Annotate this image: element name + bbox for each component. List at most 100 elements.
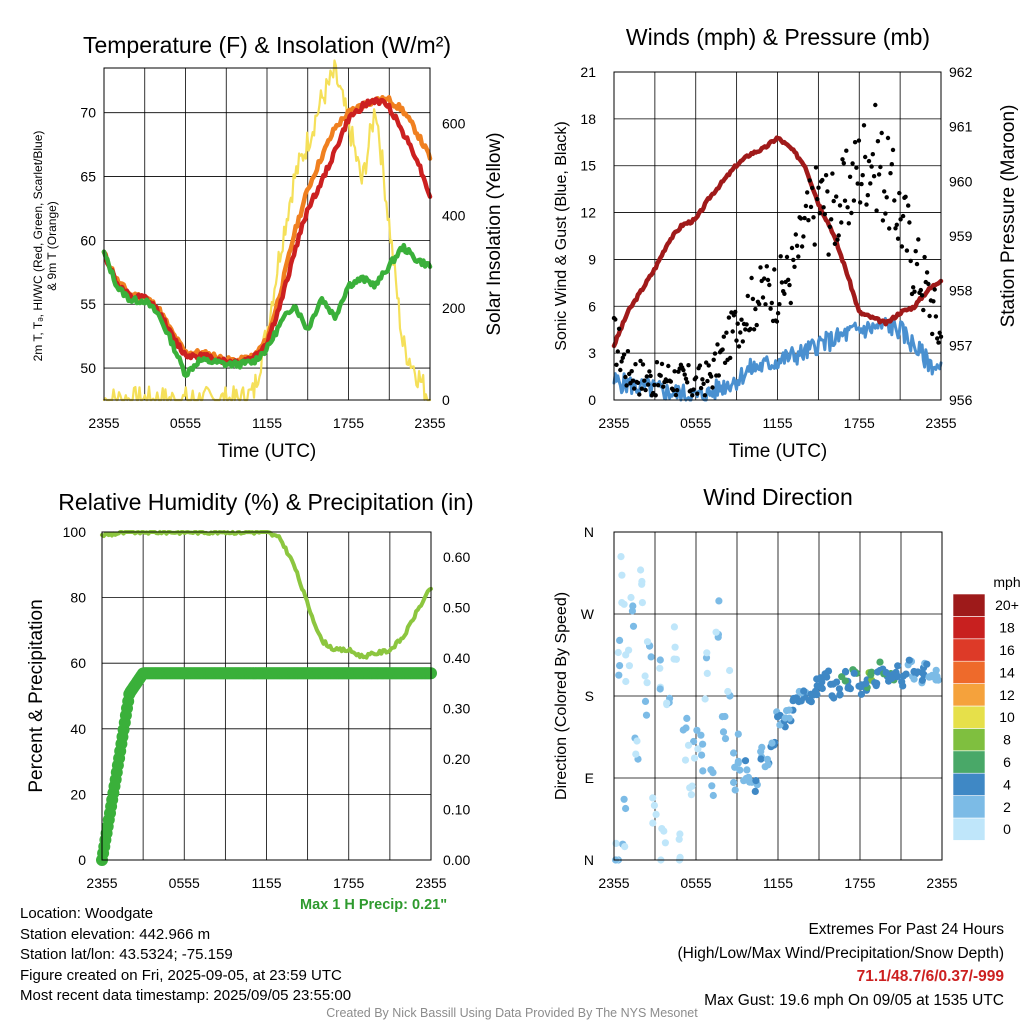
x-tick-label: 0555 bbox=[680, 415, 711, 431]
gust-point bbox=[764, 264, 769, 269]
y-tick-label: E bbox=[585, 770, 594, 786]
gust-point bbox=[812, 242, 817, 247]
station-location: Location: Woodgate bbox=[20, 905, 154, 922]
extremes-info: Extremes For Past 24 Hours (High/Low/Max… bbox=[678, 918, 1005, 1012]
direction-point bbox=[905, 656, 913, 664]
gust-point bbox=[704, 360, 709, 365]
gust-point bbox=[907, 220, 912, 225]
gust-point bbox=[724, 330, 729, 335]
gust-point bbox=[658, 373, 663, 378]
direction-point bbox=[690, 737, 698, 746]
gust-point bbox=[779, 280, 785, 285]
gust-point bbox=[750, 296, 756, 302]
y2-tick-label: 0.40 bbox=[443, 650, 470, 666]
y-tick-label: W bbox=[581, 606, 595, 622]
direction-point bbox=[612, 839, 620, 848]
gust-point bbox=[858, 200, 863, 205]
gust-point bbox=[744, 322, 749, 327]
legend-label: 12 bbox=[999, 687, 1015, 703]
y-tick-label: 9 bbox=[588, 251, 596, 267]
gust-point bbox=[933, 314, 939, 319]
gust-point bbox=[817, 211, 822, 216]
gust-point bbox=[690, 393, 695, 398]
direction-point bbox=[660, 827, 668, 835]
gust-point bbox=[810, 185, 815, 191]
gust-point bbox=[784, 254, 790, 260]
direction-point bbox=[893, 672, 901, 680]
gust-point bbox=[640, 362, 646, 367]
legend-label: 2 bbox=[1003, 799, 1011, 815]
y-tick-label: 50 bbox=[80, 360, 96, 376]
gust-point bbox=[897, 190, 902, 196]
gust-point bbox=[927, 313, 932, 319]
gust-point bbox=[621, 352, 627, 357]
gust-point bbox=[936, 340, 941, 345]
gust-point bbox=[623, 374, 628, 380]
gust-point bbox=[931, 299, 936, 304]
legend-swatch bbox=[952, 772, 986, 796]
direction-point bbox=[699, 740, 707, 748]
y-tick-label: S bbox=[585, 688, 594, 704]
y2-tick-label: 0.30 bbox=[443, 701, 470, 717]
direction-point bbox=[925, 673, 933, 681]
gust-point bbox=[876, 172, 882, 177]
gust-point bbox=[774, 319, 780, 324]
extremes-subtitle: (High/Low/Max Wind/Precipitation/Snow De… bbox=[677, 944, 1005, 962]
direction-point bbox=[656, 656, 664, 664]
gust-point bbox=[841, 161, 846, 166]
direction-point bbox=[687, 791, 696, 799]
gust-point bbox=[638, 358, 643, 364]
gust-point bbox=[772, 267, 777, 272]
gust-point bbox=[763, 302, 768, 307]
direction-point bbox=[752, 777, 760, 785]
gust-point bbox=[863, 154, 868, 160]
gust-point bbox=[820, 177, 825, 183]
x-tick-label: 2355 bbox=[414, 415, 445, 431]
gust-point bbox=[625, 349, 631, 354]
y-tick-label: 80 bbox=[70, 590, 86, 606]
gust-point bbox=[893, 226, 898, 231]
gust-point bbox=[624, 383, 629, 388]
x-tick-label: 1755 bbox=[844, 875, 875, 891]
direction-point bbox=[818, 678, 826, 686]
x-tick-label: 1755 bbox=[844, 415, 875, 431]
legend-label: 16 bbox=[999, 642, 1015, 658]
y-axis-label: Direction (Colored By Speed) bbox=[553, 592, 570, 800]
direction-point bbox=[641, 697, 650, 706]
gust-point bbox=[866, 158, 872, 164]
direction-point bbox=[703, 669, 711, 678]
gust-point bbox=[629, 369, 634, 374]
gust-point bbox=[892, 198, 897, 203]
legend-label: 6 bbox=[1003, 754, 1011, 770]
gust-point bbox=[811, 215, 816, 220]
direction-point bbox=[675, 835, 683, 843]
y2-tick-label: 200 bbox=[442, 300, 466, 316]
x-tick-label: 1755 bbox=[333, 415, 364, 431]
direction-point bbox=[617, 553, 625, 561]
direction-point bbox=[731, 786, 739, 794]
gust-point bbox=[733, 309, 738, 315]
gust-point bbox=[753, 306, 758, 312]
gust-point bbox=[789, 245, 795, 251]
direction-point bbox=[850, 669, 858, 677]
gust-point bbox=[749, 275, 754, 281]
y2-tick-label: 0.60 bbox=[443, 549, 470, 565]
gust-point bbox=[709, 374, 714, 379]
direction-point bbox=[709, 769, 717, 777]
x-tick-label: 2355 bbox=[86, 875, 117, 891]
gust-point bbox=[865, 193, 870, 198]
direction-point bbox=[718, 713, 727, 721]
direction-point bbox=[670, 623, 679, 631]
y-tick-label: 15 bbox=[580, 158, 596, 174]
gust-point bbox=[653, 393, 658, 398]
direction-point bbox=[790, 694, 798, 703]
legend-label: 8 bbox=[1003, 732, 1011, 748]
gust-point bbox=[619, 359, 624, 364]
direction-point bbox=[627, 593, 635, 602]
gust-point bbox=[805, 190, 810, 195]
direction-point bbox=[730, 749, 738, 757]
x-tick-label: 2355 bbox=[598, 875, 629, 891]
gust-point bbox=[856, 138, 862, 143]
gust-point bbox=[916, 237, 921, 242]
gust-point bbox=[787, 282, 792, 288]
